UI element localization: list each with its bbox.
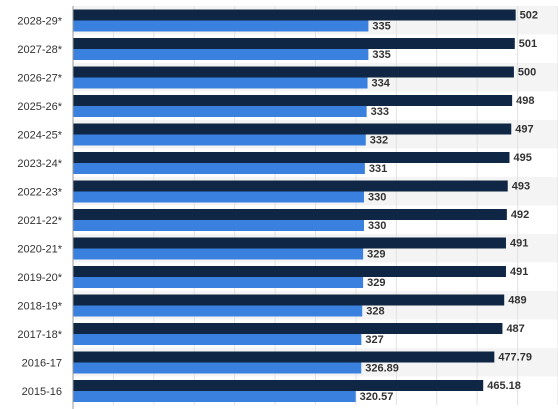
value-label: 491 <box>510 266 528 278</box>
bar-dark <box>73 294 505 306</box>
category-label: 2016-17 <box>22 357 62 369</box>
category-label: 2027-28* <box>17 44 62 56</box>
bar-blue <box>73 163 365 174</box>
value-label: 320.57 <box>360 391 394 403</box>
value-label: 330 <box>368 192 386 204</box>
value-label: 495 <box>514 152 532 164</box>
category-label: 2018-19* <box>17 300 62 312</box>
value-label: 465.18 <box>487 380 521 392</box>
value-label: 501 <box>519 38 537 50</box>
category-label: 2021-22* <box>17 215 62 227</box>
value-label: 487 <box>506 323 524 335</box>
bar-dark <box>73 323 503 334</box>
value-label: 329 <box>367 277 385 289</box>
bar-dark <box>73 180 508 192</box>
value-label: 329 <box>367 249 385 261</box>
category-label: 2025-26* <box>17 101 62 113</box>
value-label: 335 <box>372 49 390 61</box>
bar-blue <box>73 77 368 89</box>
value-label: 493 <box>512 181 530 193</box>
value-label: 333 <box>371 106 389 118</box>
bar-blue <box>73 277 364 288</box>
category-label: 2022-23* <box>17 186 62 198</box>
bar-dark <box>73 123 512 135</box>
bar-blue <box>73 391 356 402</box>
bar-dark <box>73 237 506 249</box>
bars <box>73 9 516 402</box>
value-label: 497 <box>515 124 533 136</box>
bar-dark <box>73 209 507 220</box>
bar-blue <box>73 305 363 317</box>
value-label: 477.79 <box>498 352 532 364</box>
category-label: 2023-24* <box>17 158 62 170</box>
category-label: 2017-18* <box>17 329 62 341</box>
bar-dark <box>73 380 484 391</box>
value-label: 328 <box>366 306 384 318</box>
bar-dark <box>73 38 515 49</box>
labels: 2028-29* 502 335 2027-28* 501 335 2026-27* 500 3… <box>17 10 538 404</box>
category-label: 2024-25* <box>17 129 62 141</box>
bar-blue <box>73 49 369 60</box>
category-label: 2020-21* <box>17 243 62 255</box>
bar-dark <box>73 152 510 163</box>
value-label: 492 <box>511 209 529 221</box>
value-label: 489 <box>508 295 526 307</box>
value-label: 331 <box>369 163 387 175</box>
bar-blue <box>73 362 362 374</box>
value-label: 334 <box>372 78 391 90</box>
value-label: 327 <box>365 334 383 346</box>
value-label: 335 <box>372 21 390 33</box>
bar-dark <box>73 9 516 21</box>
bar-blue <box>73 134 366 146</box>
value-label: 498 <box>516 95 534 107</box>
category-label: 2019-20* <box>17 272 62 284</box>
bar-dark <box>73 95 513 106</box>
category-label: 2015-16 <box>22 386 62 398</box>
bar-dark <box>73 266 506 277</box>
value-label: 491 <box>510 238 528 250</box>
bar-blue <box>73 106 367 117</box>
bar-blue <box>73 220 364 231</box>
category-label: 2026-27* <box>17 72 62 84</box>
value-label: 332 <box>370 135 388 147</box>
value-label: 500 <box>518 67 536 79</box>
value-label: 330 <box>368 220 386 232</box>
value-label: 326.89 <box>365 363 399 375</box>
bar-blue <box>73 334 362 345</box>
category-label: 2028-29* <box>17 15 62 27</box>
bar-blue <box>73 20 369 32</box>
value-label: 502 <box>520 10 538 22</box>
bar-dark <box>73 66 514 78</box>
bar-dark <box>73 351 495 363</box>
bar-blue <box>73 248 364 260</box>
bar-blue <box>73 191 364 203</box>
